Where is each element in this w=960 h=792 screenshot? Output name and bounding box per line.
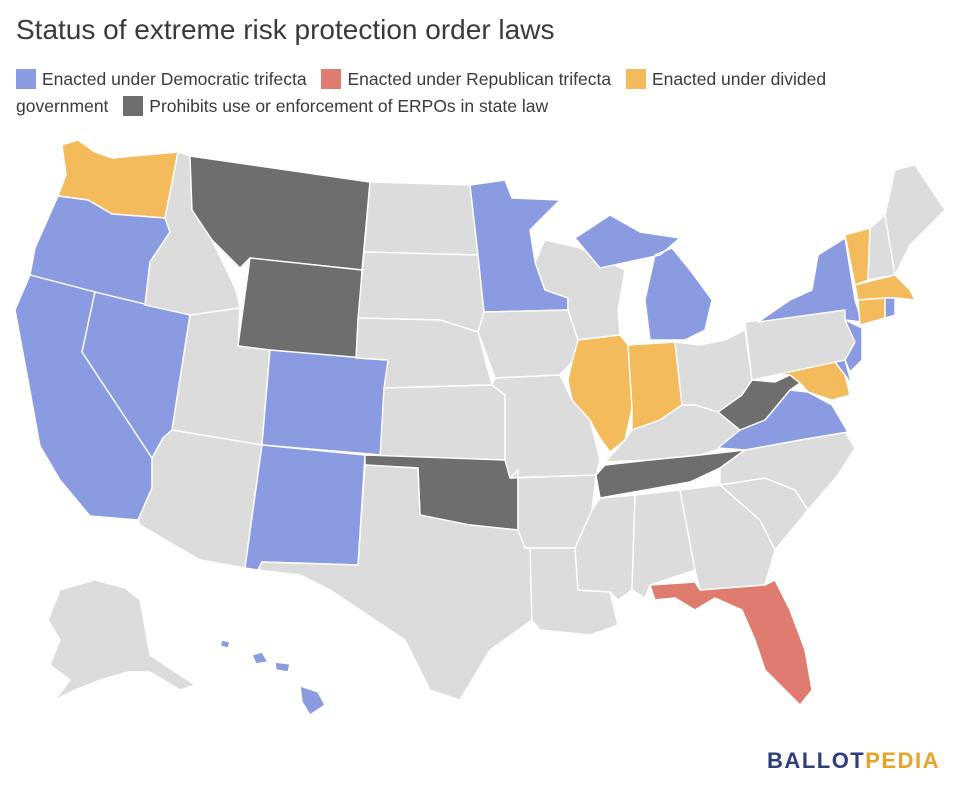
state-arizona[interactable] bbox=[137, 429, 263, 569]
state-mississippi[interactable] bbox=[574, 494, 636, 601]
state-alaska[interactable] bbox=[47, 579, 196, 701]
state-florida[interactable] bbox=[649, 579, 813, 706]
legend-item-democratic: Enacted under Democratic trifecta bbox=[16, 69, 307, 89]
legend-swatch-democratic bbox=[16, 69, 36, 89]
legend-item-prohibits: Prohibits use or enforcement of ERPOs in… bbox=[123, 96, 548, 116]
state-michigan[interactable] bbox=[574, 214, 713, 341]
legend: Enacted under Democratic trifecta Enacte… bbox=[16, 66, 916, 120]
legend-label-prohibits: Prohibits use or enforcement of ERPOs in… bbox=[149, 96, 549, 116]
state-kansas[interactable] bbox=[379, 384, 506, 461]
state-maine[interactable] bbox=[884, 164, 946, 276]
state-rhode-island[interactable] bbox=[884, 297, 896, 319]
state-texas[interactable] bbox=[257, 464, 533, 701]
state-hawaii[interactable] bbox=[219, 639, 326, 716]
legend-label-republican: Enacted under Republican trifecta bbox=[347, 69, 612, 89]
state-wyoming[interactable] bbox=[237, 257, 363, 363]
state-new-york[interactable] bbox=[757, 237, 863, 323]
legend-swatch-prohibits bbox=[123, 96, 144, 116]
state-illinois[interactable] bbox=[567, 334, 633, 453]
legend-swatch-republican bbox=[321, 69, 342, 89]
state-connecticut[interactable] bbox=[857, 297, 886, 326]
legend-swatch-divided bbox=[625, 69, 646, 89]
state-colorado[interactable] bbox=[261, 349, 389, 456]
legend-item-divided: Enacted under divided government bbox=[16, 69, 826, 116]
map-title: Status of extreme risk protection order … bbox=[16, 14, 555, 45]
legend-label-democratic: Enacted under Democratic trifecta bbox=[42, 69, 307, 89]
state-new-mexico[interactable] bbox=[244, 444, 366, 571]
state-north-dakota[interactable] bbox=[363, 181, 479, 256]
ballotpedia-logo: BALLOTPEDIA bbox=[767, 748, 940, 773]
state-new-jersey[interactable] bbox=[844, 319, 863, 373]
legend-item-republican: Enacted under Republican trifecta bbox=[321, 69, 611, 89]
state-iowa[interactable] bbox=[477, 309, 579, 379]
legend-label-divided: Enacted under divided government bbox=[16, 69, 827, 116]
